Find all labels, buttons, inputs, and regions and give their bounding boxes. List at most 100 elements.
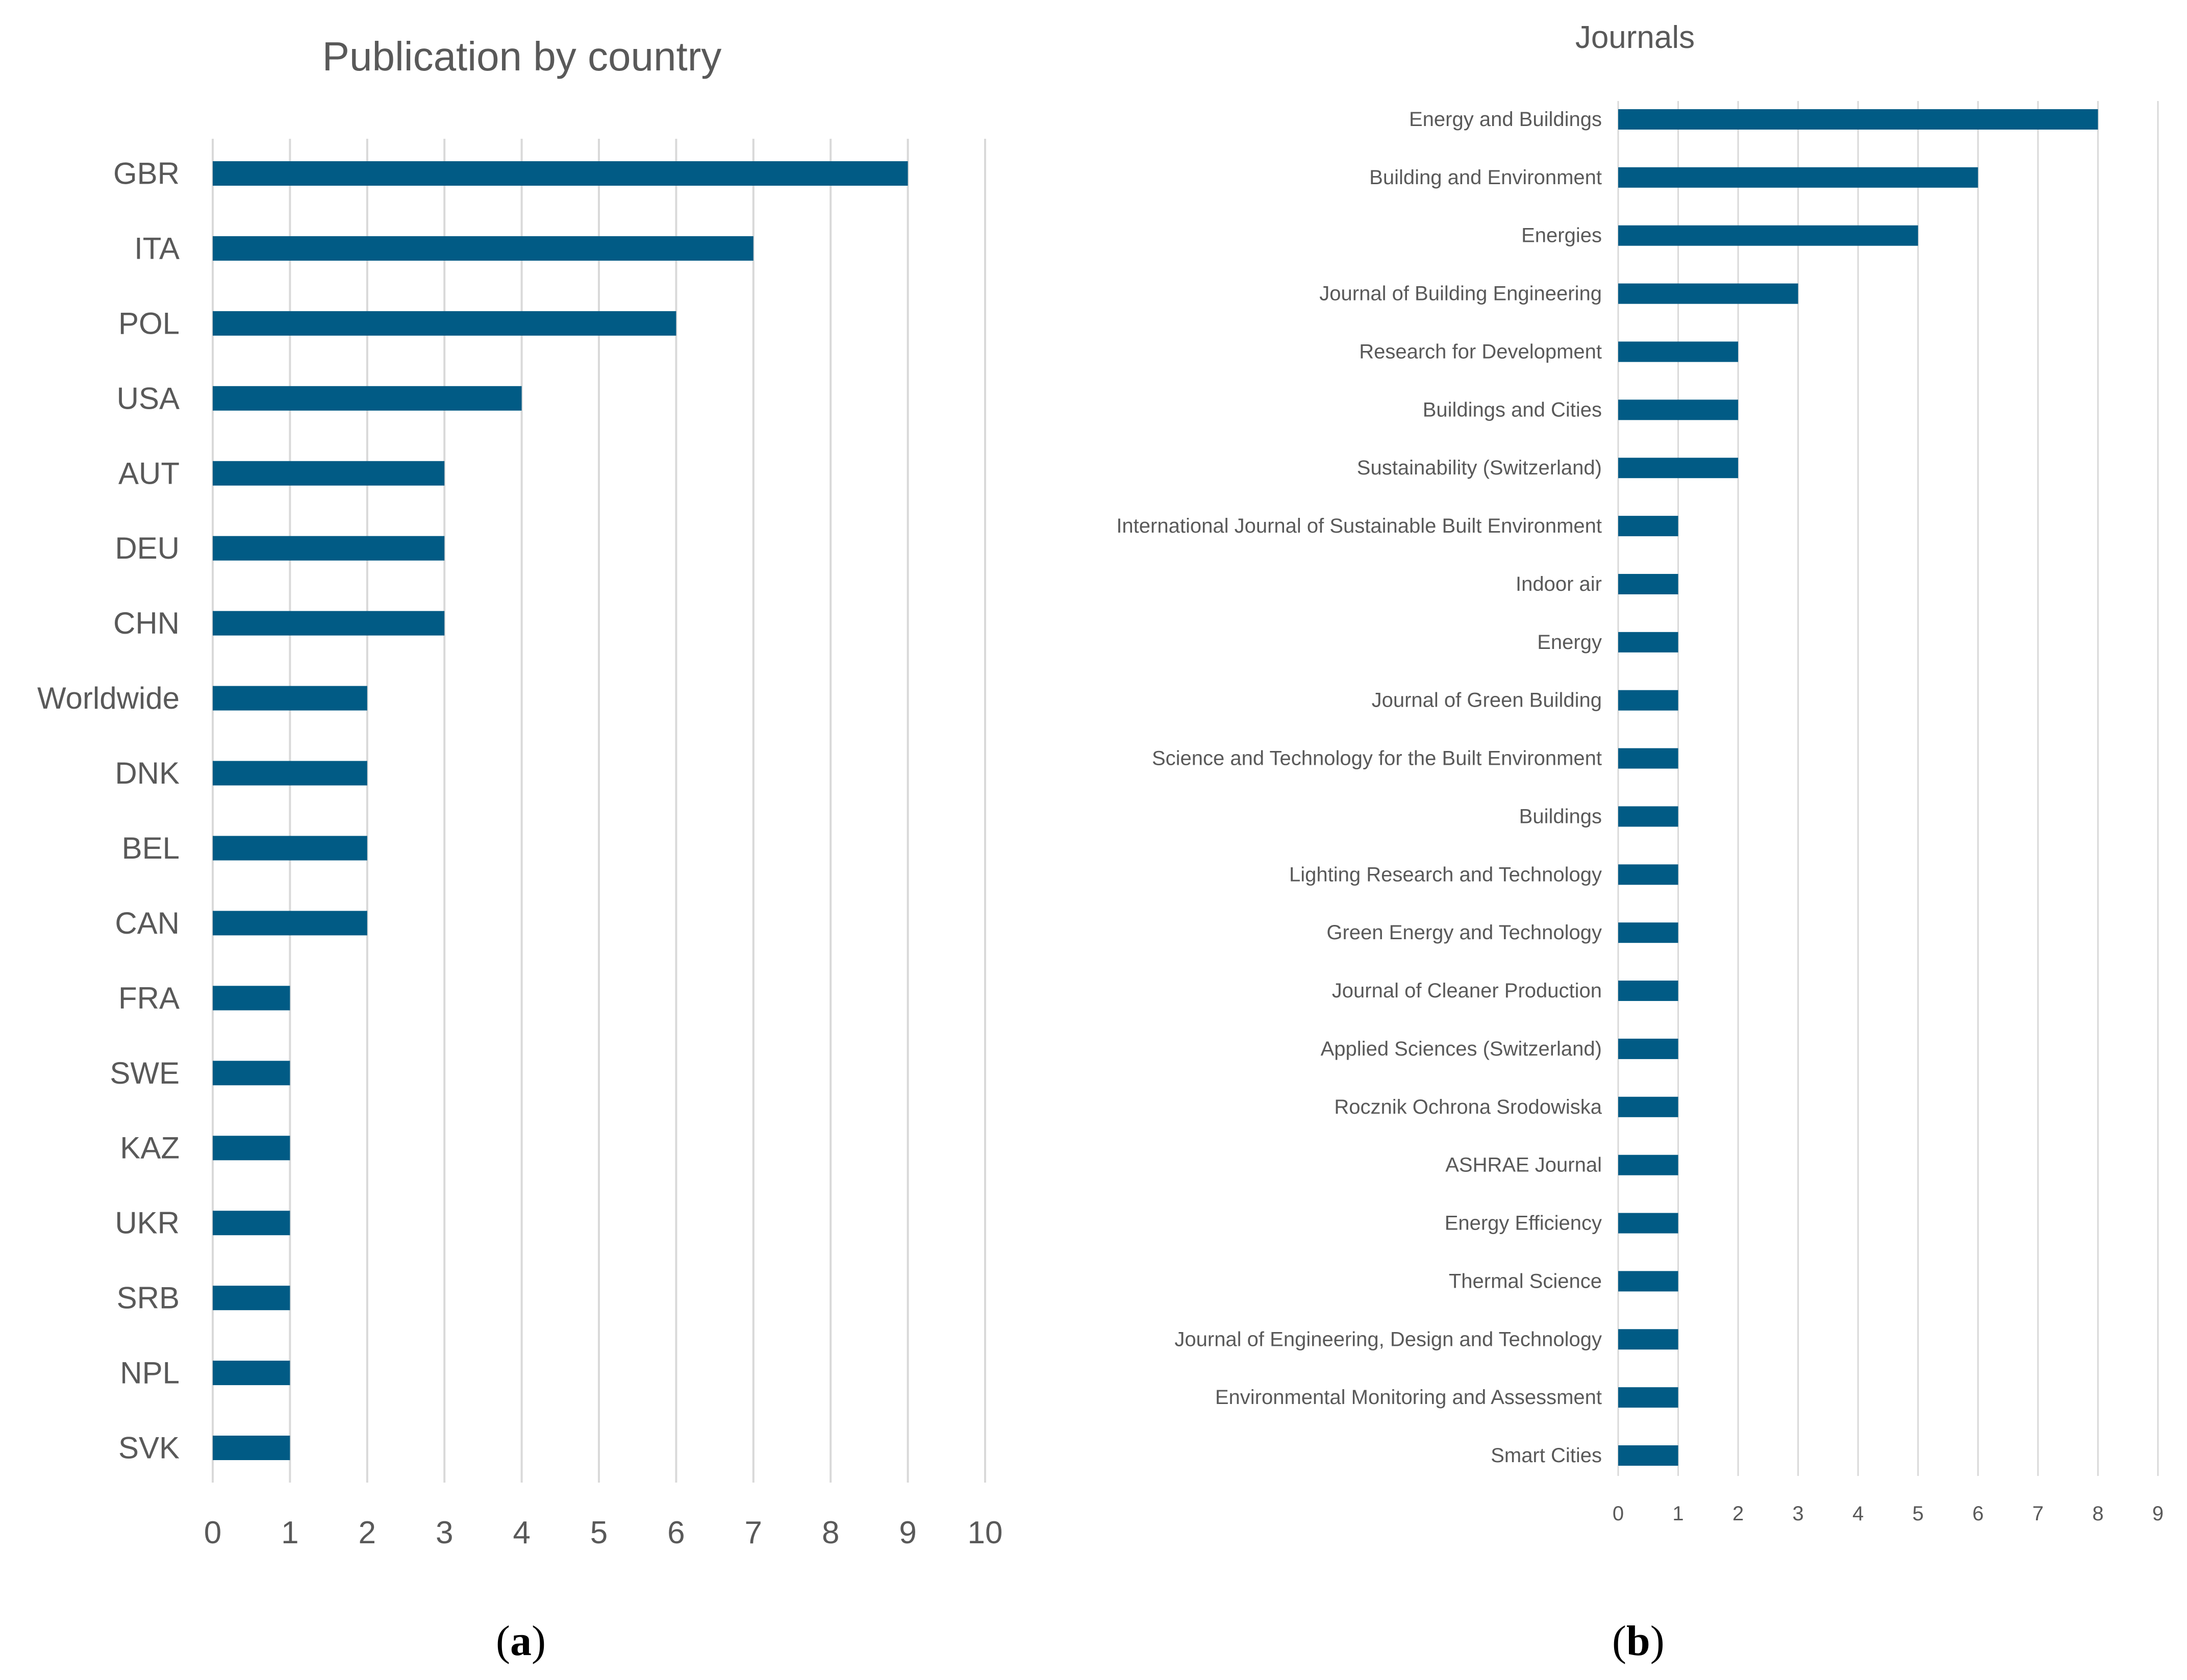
chart-b-category-label-3: Journal of Building Engineering [1319, 283, 1602, 305]
chart-b-bar-19 [1618, 1213, 1678, 1234]
chart-b-category-label-16: Applied Sciences (Switzerland) [1321, 1038, 1602, 1060]
chart-b-bar-10 [1618, 690, 1678, 711]
chart-a-bar-2 [213, 311, 676, 336]
chart-b-category-label-0: Energy and Buildings [1409, 108, 1602, 131]
chart-a-bar-17 [213, 1436, 290, 1460]
chart-a-bar-0 [213, 161, 908, 186]
chart-a-category-label-2: POL [118, 306, 180, 340]
chart-b-bar-0 [1618, 109, 2098, 130]
chart-b-tick-label-8: 8 [2092, 1502, 2103, 1525]
chart-b-category-label-22: Environmental Monitoring and Assessment [1215, 1386, 1602, 1409]
chart-a-bar-12 [213, 1061, 290, 1086]
chart-a-bar-13 [213, 1136, 290, 1161]
chart-a-category-label-6: CHN [113, 606, 180, 640]
chart-a-bar-7 [213, 686, 367, 711]
chart-a-tick-label-5: 5 [590, 1515, 608, 1550]
chart-a-category-label-5: DEU [115, 531, 180, 565]
chart-a-bar-5 [213, 536, 445, 561]
chart-b-svg: Journals 0 1 2 3 4 5 6 7 8 9 Energy and Buildings Bu… [1116, 20, 2164, 1525]
chart-b-category-label-23: Smart Cities [1491, 1444, 1602, 1467]
chart-b-category-label-17: Rocznik Ochrona Srodowiska [1334, 1096, 1602, 1118]
chart-a-tick-label-6: 6 [667, 1515, 685, 1550]
chart-a-category-label-13: KAZ [120, 1131, 180, 1165]
chart-a-category-label-15: SRB [117, 1281, 180, 1315]
chart-b-category-label-10: Journal of Green Building [1372, 689, 1602, 712]
chart-b-category-label-1: Building and Environment [1369, 166, 1602, 189]
chart-a-bar-8 [213, 761, 367, 786]
chart-a-bar-16 [213, 1361, 290, 1386]
chart-b-category-label-12: Buildings [1519, 805, 1602, 828]
chart-a-tick-label-4: 4 [513, 1515, 530, 1550]
chart-b-bar-15 [1618, 981, 1678, 1001]
chart-b-bar-6 [1618, 458, 1739, 479]
chart-b-title: Journals [1575, 20, 1695, 55]
chart-b-tick-label-9: 9 [2152, 1502, 2164, 1525]
chart-a-bar-6 [213, 611, 445, 636]
chart-b-bar-9 [1618, 632, 1678, 653]
panel-label-b: (b) [1612, 1617, 1665, 1665]
chart-a-tick-label-2: 2 [359, 1515, 376, 1550]
chart-b-category-label-5: Buildings and Cities [1423, 398, 1602, 421]
chart-b-tick-label-1: 1 [1672, 1502, 1683, 1525]
chart-a-category-label-12: SWE [110, 1056, 180, 1090]
chart-b-category-label-21: Journal of Engineering, Design and Techn… [1174, 1328, 1602, 1350]
chart-a-bar-11 [213, 986, 290, 1011]
chart-b-tick-label-4: 4 [1852, 1502, 1864, 1525]
chart-b-bar-22 [1618, 1387, 1678, 1408]
chart-b-bar-7 [1618, 516, 1678, 537]
chart-b-category-label-15: Journal of Cleaner Production [1332, 980, 1602, 1002]
chart-a-category-label-0: GBR [113, 157, 180, 191]
chart-b-bar-1 [1618, 167, 1978, 188]
chart-a-category-label-1: ITA [134, 231, 180, 265]
chart-a-bar-1 [213, 236, 753, 261]
chart-a-category-label-4: AUT [118, 456, 180, 490]
chart-b-bar-17 [1618, 1096, 1678, 1117]
chart-a-tick-label-1: 1 [281, 1515, 298, 1550]
chart-b-bar-21 [1618, 1329, 1678, 1350]
chart-a-category-label-16: NPL [120, 1356, 180, 1390]
chart-b-category-label-9: Energy [1537, 631, 1602, 654]
chart-a-tick-label-8: 8 [822, 1515, 839, 1550]
chart-b-bar-14 [1618, 922, 1678, 943]
chart-b-tick-label-5: 5 [1913, 1502, 1924, 1525]
chart-b-tick-label-0: 0 [1613, 1502, 1624, 1525]
chart-a-category-label-17: SVK [118, 1431, 180, 1465]
chart-a-category-label-14: UKR [115, 1206, 180, 1240]
chart-b-bar-11 [1618, 748, 1678, 769]
chart-a-tick-label-9: 9 [899, 1515, 916, 1550]
chart-a-bar-14 [213, 1211, 290, 1236]
chart-a-category-label-10: CAN [115, 906, 180, 940]
chart-b-bar-13 [1618, 864, 1678, 885]
chart-b-tick-label-6: 6 [1972, 1502, 1983, 1525]
chart-a-bar-4 [213, 461, 445, 486]
chart-a-tick-label-0: 0 [204, 1515, 221, 1550]
chart-b-category-label-6: Sustainability (Switzerland) [1357, 457, 1602, 479]
chart-a-tick-label-3: 3 [436, 1515, 453, 1550]
chart-a-category-label-11: FRA [118, 981, 180, 1015]
chart-b-category-label-8: Indoor air [1516, 573, 1602, 595]
chart-a-category-label-3: USA [117, 381, 180, 415]
chart-b-category-label-19: Energy Efficiency [1445, 1212, 1602, 1235]
chart-a-bar-15 [213, 1286, 290, 1311]
chart-a-bar-3 [213, 386, 522, 411]
chart-b-category-label-18: ASHRAE Journal [1445, 1154, 1602, 1176]
chart-b-category-label-4: Research for Development [1359, 340, 1602, 363]
chart-b-category-label-20: Thermal Science [1449, 1270, 1602, 1292]
chart-b-bar-20 [1618, 1271, 1678, 1292]
chart-b-tick-label-3: 3 [1793, 1502, 1804, 1525]
chart-a-bar-9 [213, 836, 367, 861]
chart-b-tick-label-7: 7 [2032, 1502, 2044, 1525]
chart-b-bar-2 [1618, 225, 1918, 246]
panel-label-a: (a) [496, 1617, 546, 1665]
chart-journals: Journals 0 1 2 3 4 5 6 7 8 9 Energy and Buildings Bu… [1071, 0, 2187, 1677]
chart-a-bar-10 [213, 911, 367, 936]
chart-b-category-label-13: Lighting Research and Technology [1289, 863, 1602, 886]
chart-b-category-label-7: International Journal of Sustainable Bui… [1116, 515, 1602, 537]
chart-b-bar-3 [1618, 283, 1798, 304]
chart-a-svg: Publication by country 0 1 2 3 4 5 6 7 8 9 10 GBR ITA… [37, 34, 1002, 1550]
chart-b-tick-label-2: 2 [1732, 1502, 1744, 1525]
chart-b-bar-18 [1618, 1155, 1678, 1175]
chart-b-category-label-14: Green Energy and Technology [1326, 921, 1602, 944]
chart-b-bar-23 [1618, 1445, 1678, 1466]
chart-b-category-label-2: Energies [1521, 224, 1602, 247]
